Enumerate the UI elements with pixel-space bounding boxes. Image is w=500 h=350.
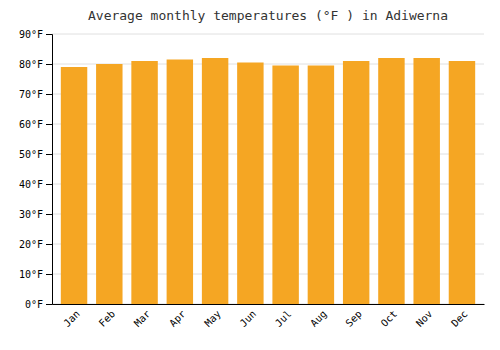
bar — [308, 66, 334, 305]
y-tick: 90°F — [19, 29, 52, 40]
y-tick-label: 40°F — [19, 179, 43, 190]
y-tick: 60°F — [19, 119, 52, 130]
y-tick-mark — [46, 274, 52, 275]
bars — [61, 58, 475, 304]
bar — [413, 58, 439, 304]
x-tick-label: Sep — [343, 308, 364, 329]
y-tick-label: 80°F — [19, 59, 43, 70]
bar — [96, 64, 122, 304]
y-tick: 80°F — [19, 59, 52, 70]
y-tick-label: 70°F — [19, 89, 43, 100]
x-tick: Feb — [97, 308, 118, 329]
y-tick: 70°F — [19, 89, 52, 100]
x-tick-label: Nov — [414, 308, 435, 329]
y-tick-label: 0°F — [25, 299, 43, 310]
y-tick-mark — [46, 94, 52, 95]
y-axis-line — [46, 35, 53, 305]
x-tick-label: May — [202, 308, 223, 329]
x-tick-label: Feb — [97, 308, 118, 329]
y-tick-label: 30°F — [19, 209, 43, 220]
y-tick: 40°F — [19, 179, 52, 190]
x-tick: Apr — [167, 308, 188, 329]
bar — [272, 66, 298, 305]
x-tick: Nov — [414, 308, 435, 329]
x-tick-label: Apr — [167, 308, 188, 329]
y-tick-mark — [46, 124, 52, 125]
bar — [131, 61, 157, 304]
title: Average monthly temperatures (°F ) in Ad… — [88, 8, 448, 23]
grid-line — [52, 34, 484, 35]
x-tick: Oct — [379, 308, 400, 329]
x-tick-label: Aug — [308, 308, 329, 329]
bar — [61, 67, 87, 304]
bar — [167, 60, 193, 305]
grid — [52, 34, 484, 304]
bar — [343, 61, 369, 304]
y-tick: 0°F — [25, 299, 52, 310]
y-tick-mark — [46, 214, 52, 215]
x-tick-label: Jan — [61, 308, 82, 329]
x-axis-line — [53, 304, 485, 305]
x-tick-label: Mar — [132, 308, 153, 329]
y-tick-mark — [46, 304, 52, 305]
chart: 0°F 10°F 20°F 30°F 40°F 50°F 60°F 70°F 80°F 90°F J… — [0, 0, 500, 350]
bar — [378, 58, 404, 304]
x-tick: Mar — [132, 308, 153, 329]
bar — [202, 58, 228, 304]
bar — [449, 61, 475, 304]
x-tick-label: Jul — [273, 308, 294, 329]
x-tick: Jul — [273, 308, 294, 329]
x-tick-label: Dec — [449, 308, 470, 329]
y-tick-mark — [46, 154, 52, 155]
x-tick: May — [202, 308, 223, 329]
x-tick-label: Oct — [379, 308, 400, 329]
x-tick: Jun — [238, 308, 259, 329]
bar — [237, 63, 263, 305]
y-tick-label: 90°F — [19, 29, 43, 40]
x-tick: Dec — [449, 308, 470, 329]
y-tick: 50°F — [19, 149, 52, 160]
y-tick-label: 50°F — [19, 149, 43, 160]
x-tick: Jan — [61, 308, 82, 329]
y-tick-label: 60°F — [19, 119, 43, 130]
x-tick: Sep — [343, 308, 364, 329]
y-tick-mark — [46, 64, 52, 65]
x-tick-label: Jun — [238, 308, 259, 329]
plot: 0°F 10°F 20°F 30°F 40°F 50°F 60°F 70°F 80°F 90°F J… — [19, 29, 485, 329]
y-tick-label: 10°F — [19, 269, 43, 280]
y-tick: 10°F — [19, 269, 52, 280]
y-tick-label: 20°F — [19, 239, 43, 250]
y-tick-mark — [46, 184, 52, 185]
y-tick: 20°F — [19, 239, 52, 250]
y-axis: 0°F 10°F 20°F 30°F 40°F 50°F 60°F 70°F 80°F 90°F — [19, 29, 53, 310]
y-tick-mark — [46, 34, 52, 35]
y-tick: 30°F — [19, 209, 52, 220]
x-axis: Jan Feb Mar Apr May Jun Jul Aug Sep Oct Nov Dec — [53, 305, 485, 329]
y-tick-mark — [46, 244, 52, 245]
x-tick: Aug — [308, 308, 329, 329]
